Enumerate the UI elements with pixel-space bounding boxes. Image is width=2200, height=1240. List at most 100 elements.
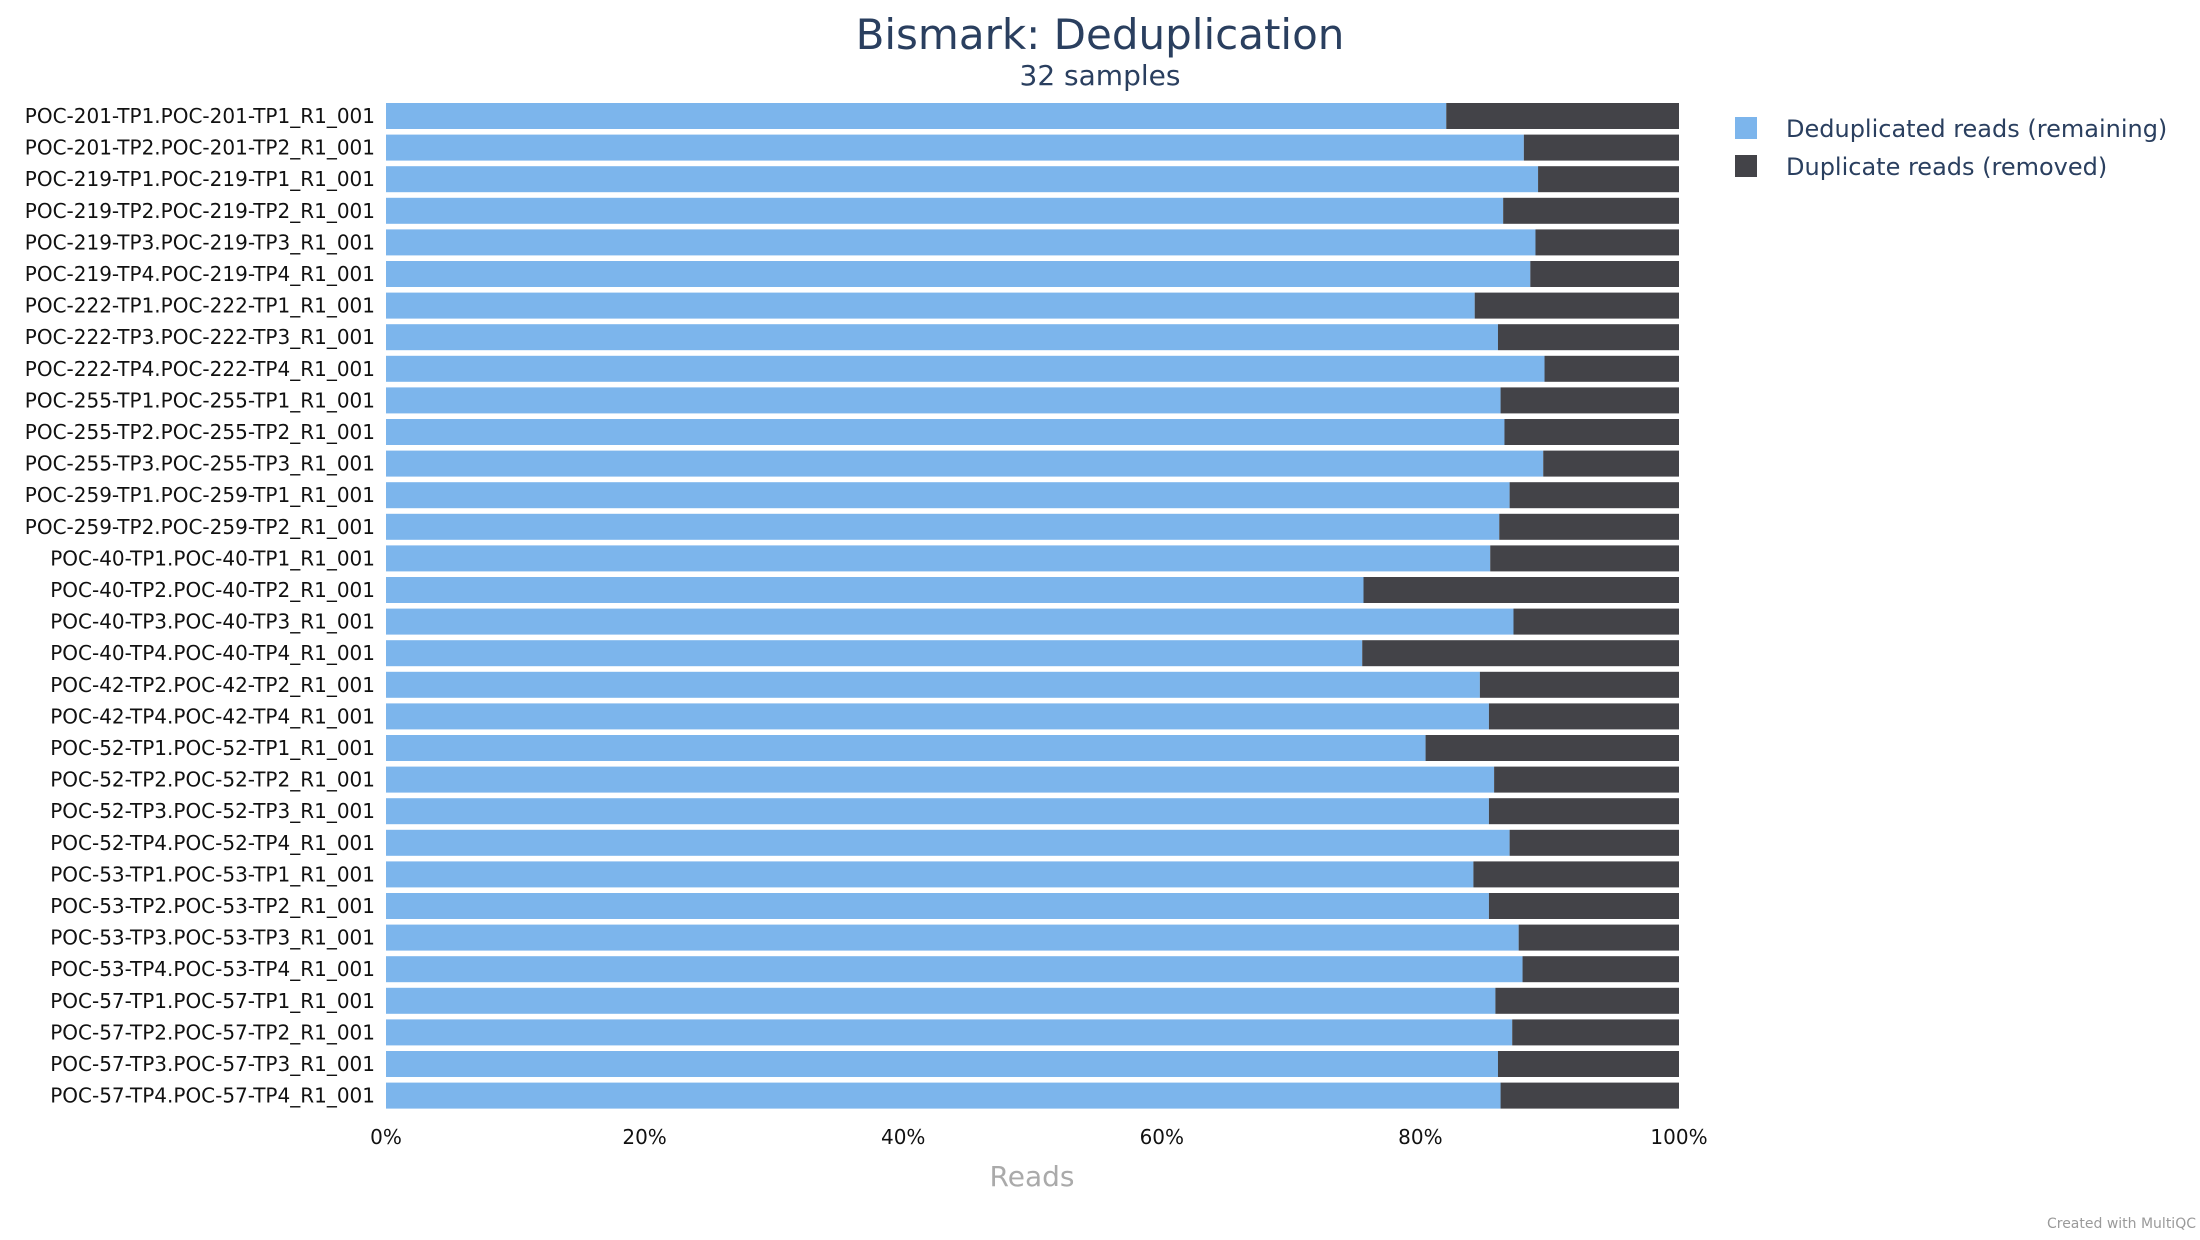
chart-title: Bismark: Deduplication — [856, 10, 1345, 59]
bar-duplicate[interactable] — [1523, 134, 1679, 161]
bar-duplicate[interactable] — [1544, 355, 1679, 382]
bar-duplicate[interactable] — [1488, 798, 1679, 825]
y-tick-label: POC-40-TP3.POC-40-TP3_R1_001 — [50, 610, 375, 634]
y-tick-label: POC-53-TP1.POC-53-TP1_R1_001 — [50, 862, 375, 886]
legend-label[interactable]: Deduplicated reads (remaining) — [1786, 115, 2167, 143]
y-tick-label: POC-52-TP1.POC-52-TP1_R1_001 — [50, 736, 375, 760]
y-tick-label: POC-57-TP4.POC-57-TP4_R1_001 — [50, 1084, 375, 1108]
bar-duplicate[interactable] — [1490, 545, 1679, 572]
bar-duplicate[interactable] — [1509, 829, 1679, 856]
bar-duplicate[interactable] — [1543, 450, 1679, 477]
y-tick-label: POC-40-TP4.POC-40-TP4_R1_001 — [50, 641, 375, 665]
bar-deduplicated[interactable] — [386, 324, 1498, 351]
bar-duplicate[interactable] — [1530, 261, 1679, 287]
bar-deduplicated[interactable] — [386, 703, 1489, 730]
bar-deduplicated[interactable] — [386, 766, 1495, 793]
y-tick-label: POC-53-TP3.POC-53-TP3_R1_001 — [50, 926, 375, 950]
y-tick-label: POC-42-TP4.POC-42-TP4_R1_001 — [50, 704, 375, 728]
y-tick-label: POC-57-TP1.POC-57-TP1_R1_001 — [50, 989, 375, 1013]
y-tick-label: POC-40-TP1.POC-40-TP1_R1_001 — [50, 546, 375, 570]
x-tick-label: 80% — [1398, 1125, 1442, 1149]
y-tick-label: POC-42-TP2.POC-42-TP2_R1_001 — [50, 673, 375, 697]
bar-deduplicated[interactable] — [386, 1082, 1501, 1109]
x-tick-label: 60% — [1140, 1125, 1184, 1149]
bar-duplicate[interactable] — [1497, 324, 1679, 351]
bar-duplicate[interactable] — [1538, 166, 1679, 193]
y-tick-label: POC-222-TP4.POC-222-TP4_R1_001 — [25, 357, 375, 381]
legend-swatch[interactable] — [1735, 117, 1757, 139]
bar-deduplicated[interactable] — [386, 861, 1474, 888]
bar-deduplicated[interactable] — [386, 1019, 1513, 1046]
bar-deduplicated[interactable] — [386, 987, 1496, 1014]
bar-deduplicated[interactable] — [386, 261, 1531, 287]
bar-deduplicated[interactable] — [386, 924, 1519, 951]
bar-deduplicated[interactable] — [386, 513, 1500, 540]
bar-duplicate[interactable] — [1497, 1051, 1679, 1077]
bar-deduplicated[interactable] — [386, 798, 1489, 825]
bar-deduplicated[interactable] — [386, 671, 1480, 698]
bar-deduplicated[interactable] — [386, 229, 1536, 256]
bar-duplicate[interactable] — [1494, 766, 1679, 793]
y-tick-label: POC-201-TP1.POC-201-TP1_R1_001 — [25, 104, 375, 128]
bar-duplicate[interactable] — [1504, 419, 1679, 445]
legend-swatch[interactable] — [1735, 155, 1757, 177]
bar-deduplicated[interactable] — [386, 735, 1426, 761]
bar-deduplicated[interactable] — [386, 134, 1524, 161]
credit-text: Created with MultiQC — [2047, 1216, 2196, 1232]
bar-duplicate[interactable] — [1512, 1019, 1679, 1046]
bar-deduplicated[interactable] — [386, 292, 1475, 319]
y-tick-label: POC-259-TP2.POC-259-TP2_R1_001 — [25, 515, 375, 539]
y-tick-label: POC-255-TP1.POC-255-TP1_R1_001 — [25, 388, 375, 412]
bar-deduplicated[interactable] — [386, 166, 1539, 193]
bar-duplicate[interactable] — [1495, 987, 1679, 1014]
x-axis-title: Reads — [990, 1160, 1075, 1193]
bar-deduplicated[interactable] — [386, 103, 1447, 129]
y-tick-label: POC-40-TP2.POC-40-TP2_R1_001 — [50, 578, 375, 602]
bar-duplicate[interactable] — [1518, 924, 1679, 951]
y-tick-label: POC-219-TP4.POC-219-TP4_R1_001 — [25, 262, 375, 286]
bar-duplicate[interactable] — [1500, 1082, 1679, 1109]
bar-deduplicated[interactable] — [386, 640, 1363, 667]
bar-duplicate[interactable] — [1522, 956, 1679, 983]
bar-deduplicated[interactable] — [386, 829, 1510, 856]
bar-duplicate[interactable] — [1425, 735, 1679, 761]
bar-deduplicated[interactable] — [386, 893, 1489, 919]
y-tick-label: POC-219-TP2.POC-219-TP2_R1_001 — [25, 199, 375, 223]
bar-duplicate[interactable] — [1473, 861, 1679, 888]
bar-duplicate[interactable] — [1499, 513, 1679, 540]
bar-deduplicated[interactable] — [386, 450, 1544, 477]
bar-deduplicated[interactable] — [386, 608, 1514, 635]
bar-deduplicated[interactable] — [386, 197, 1504, 224]
bar-deduplicated[interactable] — [386, 545, 1491, 572]
bar-deduplicated[interactable] — [386, 577, 1364, 603]
y-axis-labels: POC-201-TP1.POC-201-TP1_R1_001 POC-201-TP… — [25, 104, 375, 1108]
x-tick-label: 0% — [370, 1125, 402, 1149]
bar-duplicate[interactable] — [1535, 229, 1679, 256]
bar-duplicate[interactable] — [1479, 671, 1679, 698]
chart-subtitle: 32 samples — [1020, 59, 1181, 92]
bar-duplicate[interactable] — [1503, 197, 1679, 224]
bar-duplicate[interactable] — [1509, 482, 1679, 509]
bar-duplicate[interactable] — [1513, 608, 1679, 635]
bar-deduplicated[interactable] — [386, 355, 1545, 382]
x-axis-ticks: 0% 20% 40% 60% 80% 100% — [370, 1125, 1707, 1149]
bar-deduplicated[interactable] — [386, 956, 1523, 983]
bar-duplicate[interactable] — [1362, 640, 1679, 667]
bar-duplicate[interactable] — [1500, 387, 1679, 414]
bar-duplicate[interactable] — [1488, 893, 1679, 919]
bar-duplicate[interactable] — [1488, 703, 1679, 730]
y-tick-label: POC-255-TP3.POC-255-TP3_R1_001 — [25, 452, 375, 476]
y-tick-label: POC-222-TP3.POC-222-TP3_R1_001 — [25, 325, 375, 349]
bar-duplicate[interactable] — [1446, 103, 1679, 129]
bar-deduplicated[interactable] — [386, 482, 1510, 509]
y-tick-label: POC-52-TP2.POC-52-TP2_R1_001 — [50, 768, 375, 792]
bar-deduplicated[interactable] — [386, 387, 1501, 414]
bar-duplicate[interactable] — [1363, 577, 1679, 603]
y-tick-label: POC-52-TP3.POC-52-TP3_R1_001 — [50, 799, 375, 823]
legend-label[interactable]: Duplicate reads (removed) — [1786, 153, 2107, 181]
bar-deduplicated[interactable] — [386, 1051, 1498, 1077]
legend: Deduplicated reads (remaining) Duplicate … — [1735, 115, 2167, 181]
bar-duplicate[interactable] — [1474, 292, 1679, 319]
bar-deduplicated[interactable] — [386, 419, 1505, 445]
